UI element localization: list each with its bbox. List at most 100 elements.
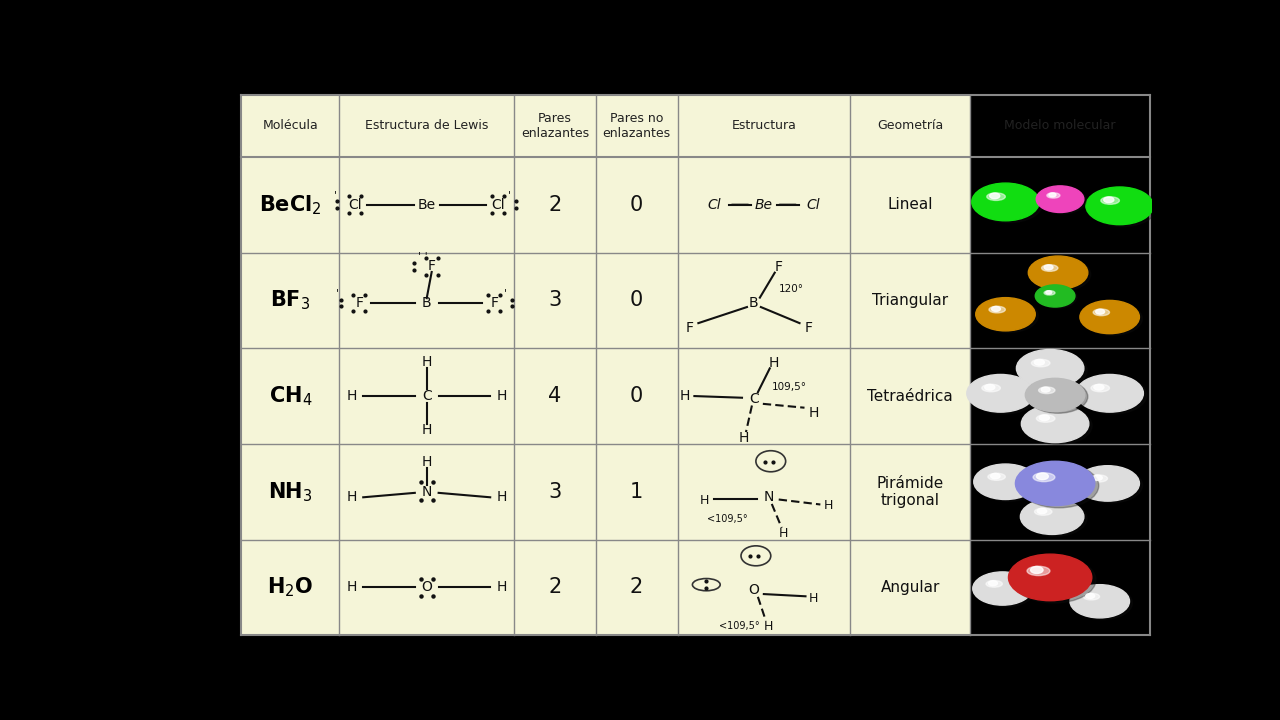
Circle shape [1103,197,1114,202]
Circle shape [1009,554,1092,600]
Circle shape [1037,286,1076,308]
Ellipse shape [987,193,1005,200]
Ellipse shape [1044,291,1055,295]
Circle shape [1085,593,1094,598]
Circle shape [1015,462,1094,505]
Text: ': ' [334,190,337,200]
Circle shape [1034,359,1044,365]
Ellipse shape [1083,593,1100,600]
Ellipse shape [989,306,1005,313]
Ellipse shape [1093,309,1110,315]
Text: F: F [804,321,813,335]
Text: H: H [346,389,357,403]
Text: F: F [356,296,364,310]
Circle shape [1046,291,1052,294]
Ellipse shape [1101,197,1120,204]
Ellipse shape [1047,193,1060,198]
Circle shape [1024,500,1087,536]
Circle shape [975,574,1036,607]
Text: Pares no
enlazantes: Pares no enlazantes [603,112,671,140]
Text: C: C [422,389,431,403]
Text: ' ': ' ' [417,252,428,262]
Text: Estructura: Estructura [731,120,796,132]
Circle shape [1085,187,1153,225]
Text: H: H [808,405,819,420]
Text: 0: 0 [630,386,644,406]
Circle shape [973,572,1032,605]
Circle shape [1096,309,1105,314]
Circle shape [1030,567,1043,574]
Circle shape [972,183,1039,221]
Text: ': ' [335,289,339,299]
Circle shape [1038,187,1087,214]
Text: F: F [685,321,694,335]
Text: F: F [774,260,782,274]
Circle shape [1041,387,1050,392]
Circle shape [1025,378,1085,412]
Text: B: B [749,296,759,310]
Text: N: N [421,485,431,499]
Circle shape [1020,351,1087,389]
Text: 4: 4 [548,386,562,406]
Circle shape [1016,349,1084,387]
Text: N: N [764,490,774,504]
Circle shape [1076,374,1143,412]
Circle shape [975,297,1036,331]
Text: Be: Be [417,198,435,212]
Circle shape [1039,415,1050,420]
Circle shape [974,464,1037,500]
Bar [970,95,1149,635]
Text: Tetraédrica: Tetraédrica [868,389,954,404]
Text: 120°: 120° [778,284,804,294]
Circle shape [989,193,1000,199]
Circle shape [975,185,1043,222]
Ellipse shape [1027,566,1050,575]
Circle shape [1070,585,1129,618]
Ellipse shape [1042,265,1059,271]
Text: Cl: Cl [806,198,820,212]
Circle shape [1021,405,1089,443]
Text: F: F [428,259,435,274]
Text: Estructura de Lewis: Estructura de Lewis [365,120,489,132]
Circle shape [966,374,1034,412]
Text: Triangular: Triangular [872,293,948,308]
Circle shape [1025,407,1092,444]
Circle shape [1076,466,1139,501]
Text: BeCl$_2$: BeCl$_2$ [259,193,321,217]
Text: <109,5°: <109,5° [708,515,748,524]
Text: C: C [749,392,759,406]
Circle shape [1079,377,1147,414]
Circle shape [1083,302,1142,336]
Text: F: F [490,296,498,310]
Text: ': ' [508,190,511,200]
Text: 0: 0 [630,290,644,310]
Circle shape [1094,384,1103,390]
Text: H: H [421,423,431,437]
Text: O: O [749,583,759,597]
Circle shape [1028,256,1088,289]
Ellipse shape [988,473,1005,480]
Text: 2: 2 [548,194,562,215]
Ellipse shape [1033,473,1055,482]
Text: ': ' [504,289,507,299]
Text: Geometría: Geometría [877,120,943,132]
Text: H: H [700,493,709,507]
Text: 2: 2 [548,577,562,598]
Circle shape [970,377,1038,414]
Circle shape [988,581,997,585]
Text: BF$_3$: BF$_3$ [270,289,311,312]
Text: 3: 3 [548,290,562,310]
Text: H: H [421,356,431,369]
Ellipse shape [1091,475,1107,482]
Circle shape [1019,464,1098,508]
Ellipse shape [1091,384,1110,392]
Circle shape [1036,285,1075,307]
Text: H: H [739,431,749,445]
Text: H$_2$O: H$_2$O [268,575,314,599]
Ellipse shape [1038,387,1055,394]
Ellipse shape [1034,508,1052,516]
Ellipse shape [986,580,1002,588]
Circle shape [1037,508,1047,513]
Text: Cl: Cl [348,198,362,212]
Text: Be: Be [755,198,773,212]
